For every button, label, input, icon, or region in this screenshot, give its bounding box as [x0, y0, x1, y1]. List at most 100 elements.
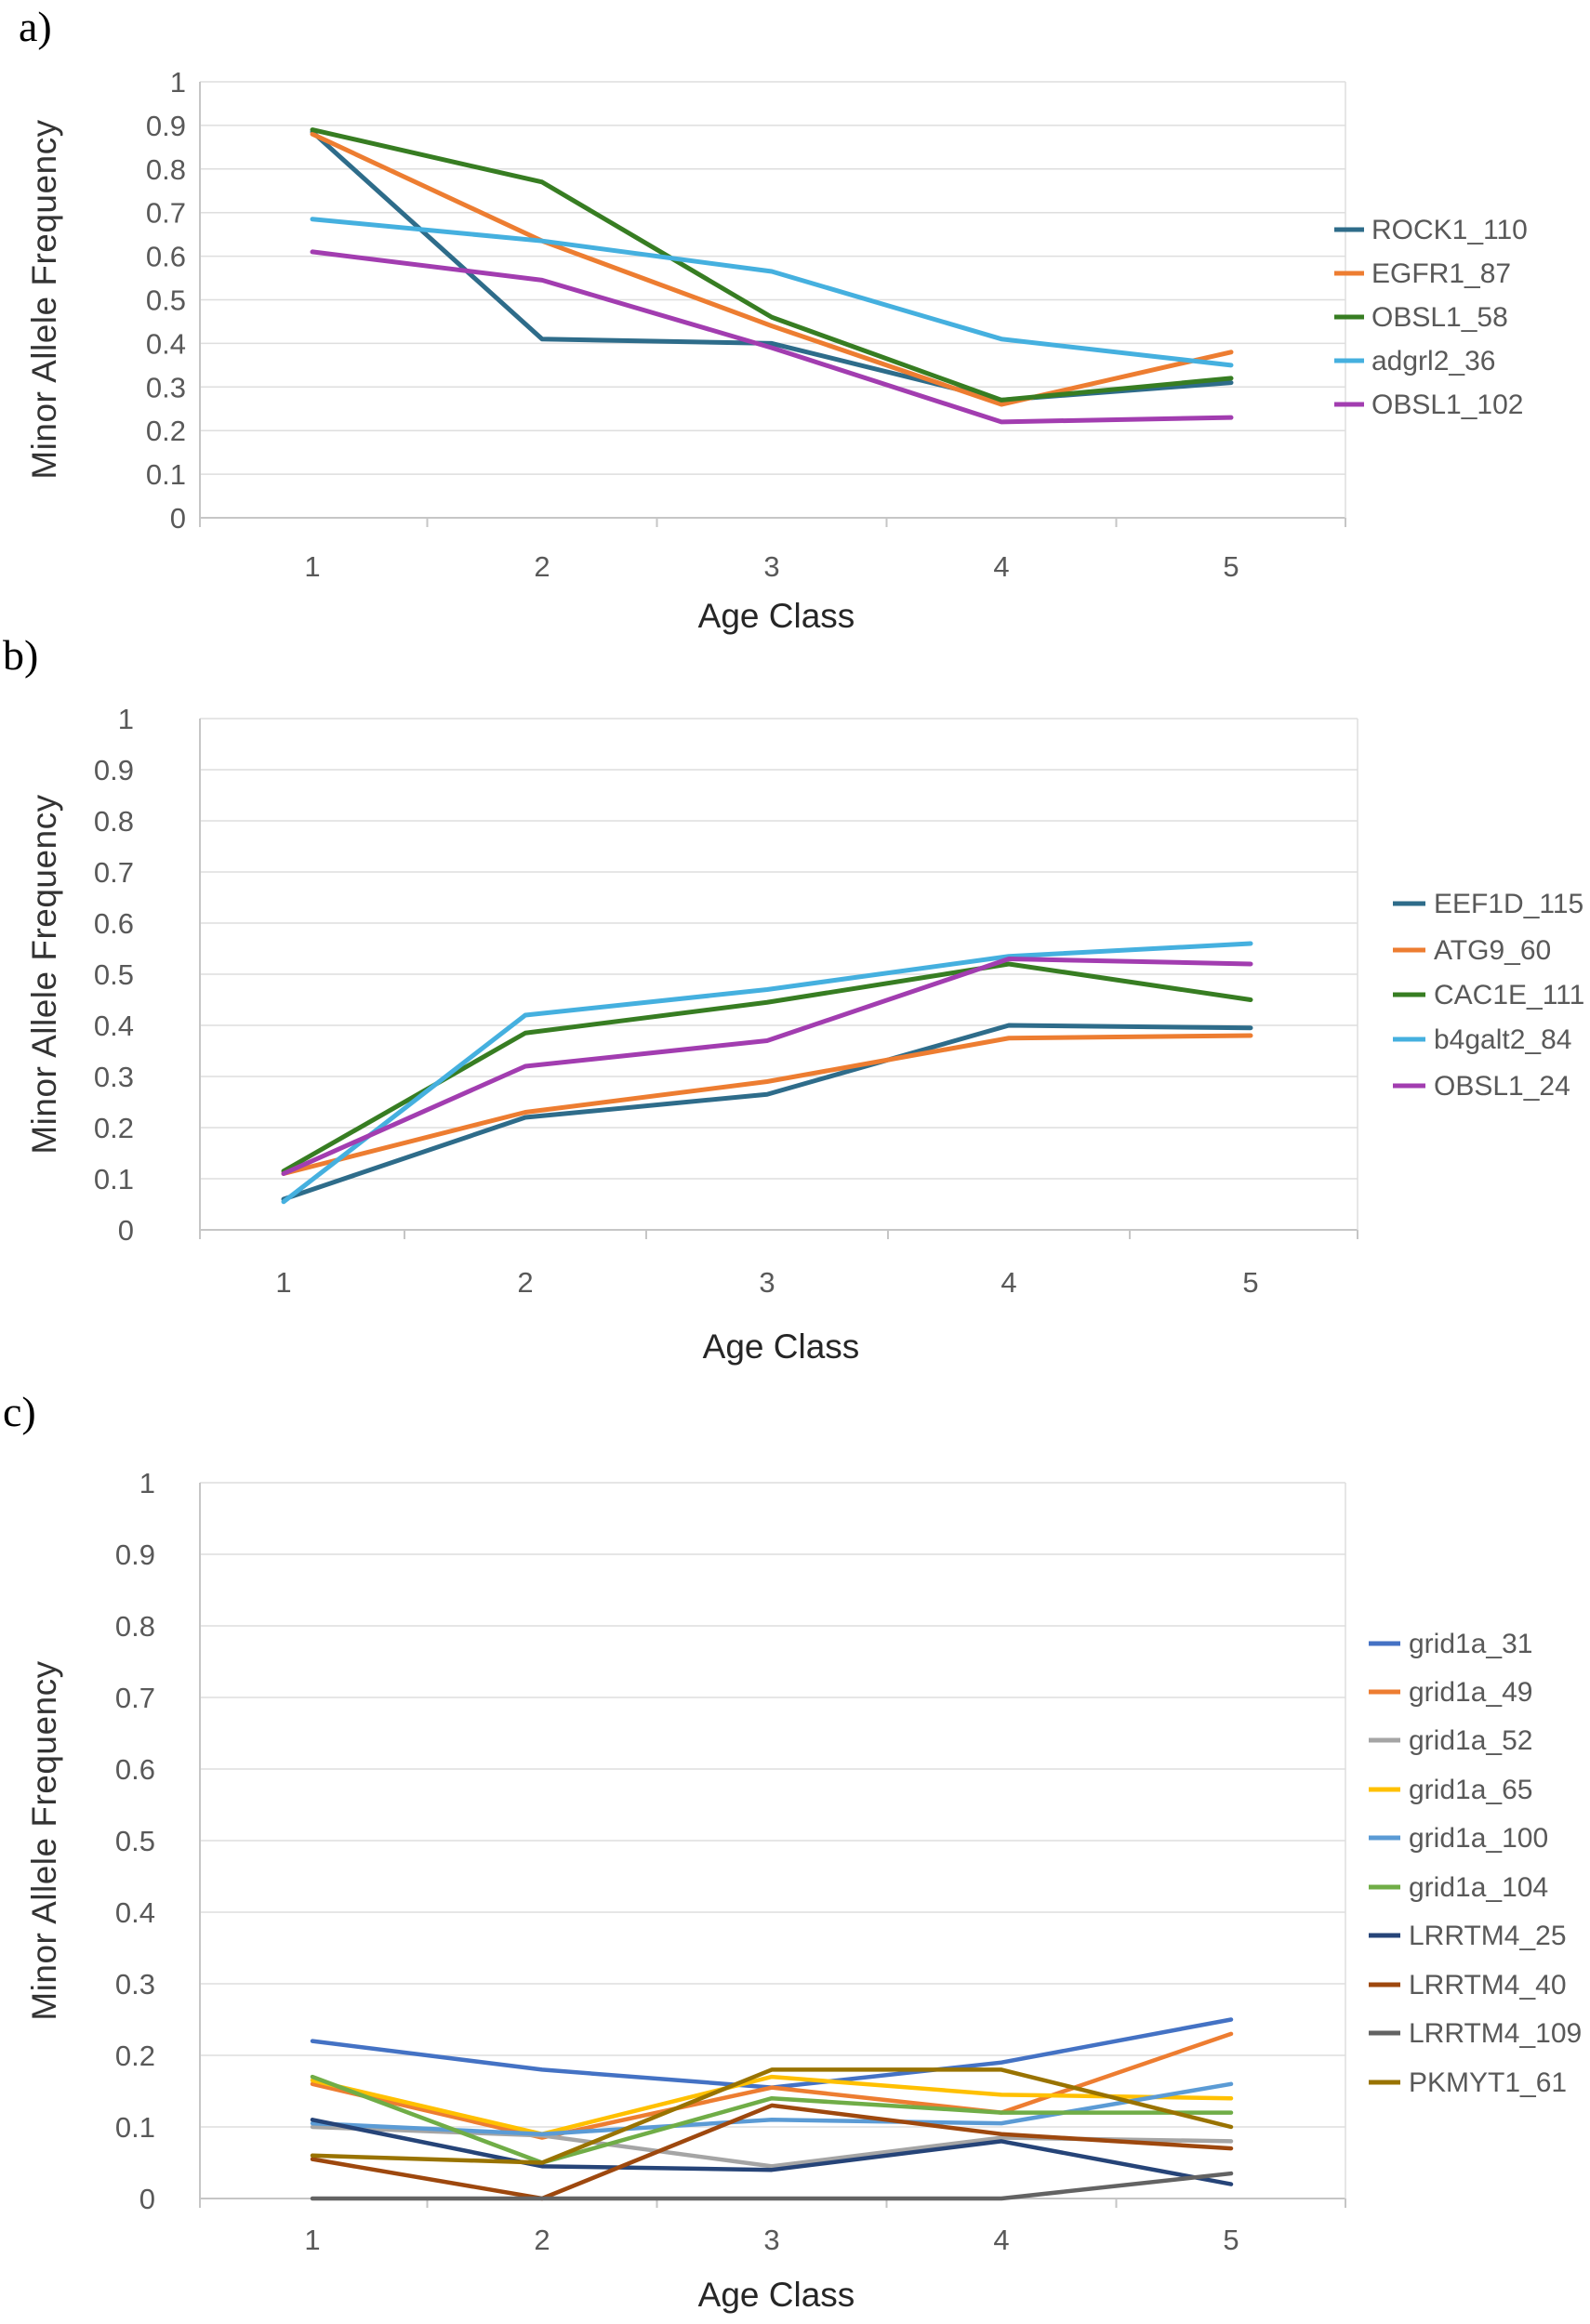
legend-item: grid1a_31: [1369, 1629, 1532, 1659]
y-tick-label: 0.6: [94, 907, 134, 940]
series-line-LRRTM4_40: [310, 2103, 1234, 2201]
legend-label: LRRTM4_25: [1409, 1921, 1567, 1951]
legend-item: OBSL1_58: [1334, 302, 1508, 333]
series-line-EEF1D_115: [281, 1023, 1253, 1202]
y-tick-label: 0.5: [94, 958, 134, 991]
y-tick-label: 0: [170, 502, 186, 535]
series-line-ATG9_60: [281, 1033, 1253, 1176]
x-tick-label: 2: [517, 1266, 533, 1299]
x-tick-label: 1: [275, 1266, 291, 1299]
legend-item: PKMYT1_61: [1369, 2067, 1567, 2098]
legend-item: EGFR1_87: [1334, 258, 1511, 289]
y-tick-label: 0.3: [146, 371, 186, 403]
series-line-OBSL1_58: [310, 127, 1234, 403]
panel-a-x-axis-title: Age Class: [697, 597, 855, 635]
legend-label: OBSL1_102: [1371, 390, 1523, 420]
x-tick-label: 1: [304, 2224, 320, 2256]
x-tick-label: 5: [1242, 1266, 1258, 1299]
panel-c-x-axis-title: Age Class: [697, 2276, 855, 2314]
legend-label: grid1a_49: [1409, 1677, 1532, 1708]
panel-b-letter: b): [3, 631, 39, 679]
series-line-EGFR1_87: [310, 131, 1234, 407]
series-line-grid1a_65: [310, 2074, 1234, 2136]
y-tick-label: 0.7: [94, 856, 134, 889]
legend-label: LRRTM4_109: [1409, 2018, 1582, 2049]
legend-label: grid1a_104: [1409, 1872, 1548, 1903]
panel-b-x-axis-title: Age Class: [702, 1327, 860, 1366]
y-tick-label: 0.3: [115, 1968, 155, 2000]
y-tick-label: 0.7: [115, 1682, 155, 1714]
x-tick-label: 3: [763, 2224, 779, 2256]
legend-item: CAC1E_111: [1393, 980, 1584, 1010]
legend-item: OBSL1_24: [1393, 1071, 1570, 1102]
legend-label: grid1a_100: [1409, 1823, 1548, 1854]
series-line-grid1a_100: [310, 2081, 1234, 2136]
y-tick-label: 0.8: [94, 805, 134, 838]
series-line-grid1a_104: [310, 2074, 1234, 2165]
x-tick-label: 2: [534, 550, 550, 583]
legend-item: adgrl2_36: [1334, 346, 1495, 376]
y-tick-label: 1: [118, 703, 134, 735]
legend-item: LRRTM4_109: [1369, 2018, 1582, 2049]
legend-label: adgrl2_36: [1371, 346, 1495, 376]
y-tick-label: 0: [118, 1214, 134, 1247]
series-line-b4galt2_84: [281, 941, 1253, 1205]
y-tick-label: 1: [139, 1467, 155, 1499]
y-tick-label: 0.6: [115, 1753, 155, 1786]
legend-item: grid1a_49: [1369, 1677, 1532, 1708]
legend-label: grid1a_31: [1409, 1629, 1532, 1659]
x-tick-label: 2: [534, 2224, 550, 2256]
legend-label: b4galt2_84: [1434, 1024, 1571, 1055]
x-tick-label: 1: [304, 550, 320, 583]
y-tick-label: 0.9: [146, 110, 186, 142]
series-line-adgrl2_36: [310, 217, 1234, 368]
x-tick-label: 4: [993, 2224, 1009, 2256]
legend-label: LRRTM4_40: [1409, 1970, 1567, 2000]
y-tick-label: 0.2: [94, 1112, 134, 1144]
legend-item: OBSL1_102: [1334, 390, 1523, 420]
y-tick-label: 0.4: [115, 1896, 155, 1929]
x-tick-label: 4: [1000, 1266, 1016, 1299]
y-tick-label: 0.9: [115, 1538, 155, 1571]
series-line-OBSL1_102: [310, 249, 1234, 425]
y-tick-label: 0.8: [146, 153, 186, 186]
panel-c-letter: c): [3, 1388, 36, 1435]
legend-item: grid1a_100: [1369, 1823, 1548, 1854]
y-tick-label: 0.1: [94, 1163, 134, 1195]
legend-label: CAC1E_111: [1434, 980, 1584, 1010]
x-tick-label: 5: [1223, 550, 1239, 583]
legend-item: grid1a_65: [1369, 1775, 1532, 1805]
legend-label: ROCK1_110: [1371, 215, 1528, 245]
legend-label: OBSL1_58: [1371, 302, 1508, 333]
legend-item: LRRTM4_25: [1369, 1921, 1567, 1951]
legend-item: ROCK1_110: [1334, 215, 1528, 245]
y-tick-label: 0.9: [94, 754, 134, 786]
legend-label: grid1a_65: [1409, 1775, 1532, 1805]
series-line-LRRTM4_109: [310, 2171, 1234, 2201]
series-line-PKMYT1_61: [310, 2067, 1234, 2165]
x-tick-label: 5: [1223, 2224, 1239, 2256]
y-tick-label: 0: [139, 2183, 155, 2215]
y-tick-label: 0.8: [115, 1610, 155, 1643]
legend-label: grid1a_52: [1409, 1725, 1532, 1756]
legend-label: PKMYT1_61: [1409, 2067, 1567, 2098]
y-tick-label: 0.6: [146, 241, 186, 273]
legend-label: EGFR1_87: [1371, 258, 1511, 289]
y-tick-label: 0.2: [115, 2040, 155, 2072]
y-tick-label: 0.4: [146, 327, 186, 360]
y-tick-label: 0.5: [115, 1825, 155, 1857]
legend-item: b4galt2_84: [1393, 1024, 1571, 1055]
y-tick-label: 0.1: [146, 458, 186, 491]
legend-label: EEF1D_115: [1434, 889, 1583, 919]
legend-item: grid1a_104: [1369, 1872, 1548, 1903]
panel-a-letter: a): [19, 3, 52, 50]
legend-item: LRRTM4_40: [1369, 1970, 1567, 2000]
series-line-grid1a_49: [310, 2031, 1234, 2140]
legend-label: ATG9_60: [1434, 935, 1551, 966]
legend-item: EEF1D_115: [1393, 889, 1583, 919]
legend-label: OBSL1_24: [1434, 1071, 1570, 1102]
y-tick-label: 0.4: [94, 1010, 134, 1042]
